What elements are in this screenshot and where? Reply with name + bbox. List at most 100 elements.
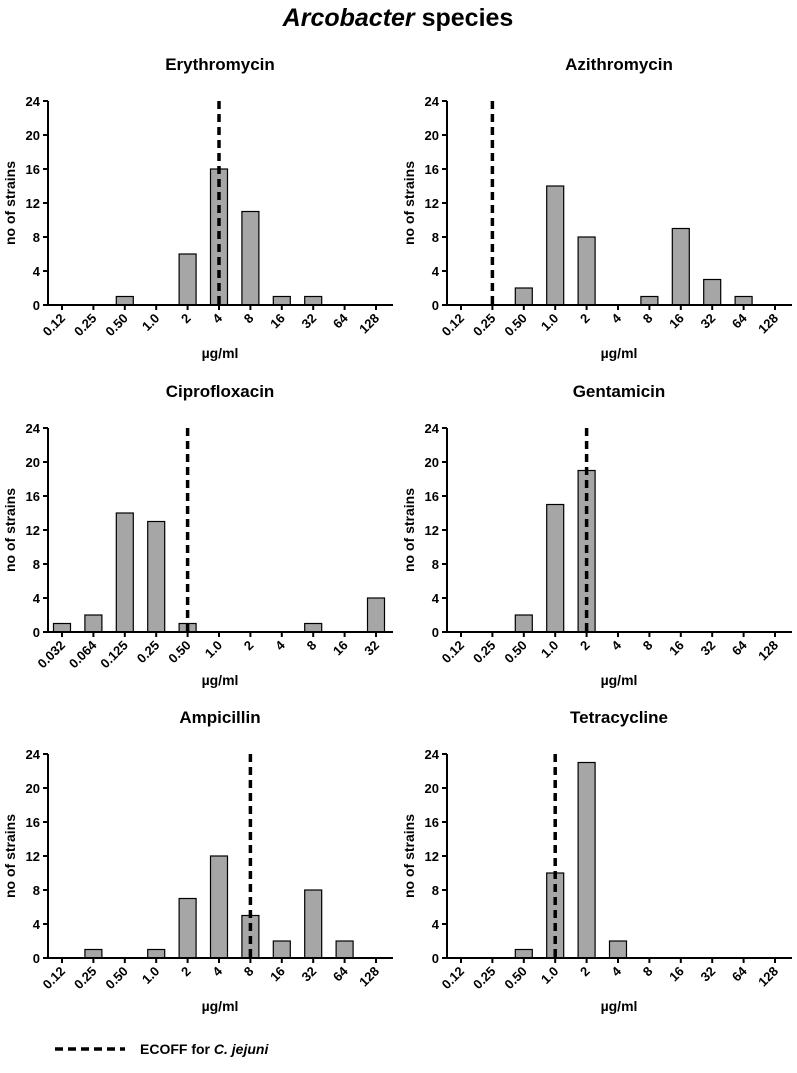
bar-64 (734, 295, 753, 306)
x-tick-label: 64 (729, 637, 750, 658)
y-tick-label: 12 (26, 849, 40, 864)
chart-title: Tetracycline (570, 708, 668, 727)
bar-1.0 (147, 948, 166, 959)
bar-2 (577, 236, 596, 306)
x-tick-label: 0.25 (470, 964, 499, 993)
y-tick-label: 0 (33, 951, 40, 966)
bar-1.0 (546, 503, 565, 633)
bar-0.25 (147, 520, 166, 633)
bar-2 (577, 761, 596, 959)
y-tick-label: 16 (425, 815, 439, 830)
chart-title: Ciprofloxacin (166, 382, 275, 401)
x-tick-label: 8 (640, 311, 656, 327)
x-axis-label: µg/ml (601, 998, 638, 1014)
y-tick-label: 24 (26, 421, 41, 436)
x-tick-label: 1.0 (538, 964, 561, 987)
x-tick-label: 64 (330, 963, 351, 984)
x-tick-label: 0.12 (439, 964, 468, 993)
legend-prefix: ECOFF for (140, 1041, 214, 1057)
y-tick-label: 24 (26, 94, 41, 109)
x-tick-label: 0.25 (470, 638, 499, 667)
x-tick-label: 0.12 (40, 964, 69, 993)
bar-0.50 (514, 614, 533, 633)
y-tick-label: 16 (425, 162, 439, 177)
bar-4 (209, 855, 229, 959)
bar-0.064 (84, 614, 103, 633)
x-tick-label: 1.0 (538, 311, 561, 334)
bar-32 (366, 597, 386, 633)
x-tick-label: 8 (241, 311, 257, 327)
x-tick-label: 128 (755, 311, 781, 337)
bar-64 (335, 940, 354, 959)
x-tick-label: 4 (608, 963, 624, 979)
x-tick-label: 64 (729, 310, 750, 331)
y-tick-label: 4 (33, 264, 41, 279)
x-tick-label: 1.0 (139, 964, 162, 987)
y-tick-label: 8 (432, 557, 439, 572)
x-tick-label: 0.50 (102, 964, 131, 993)
bar-8 (241, 210, 260, 306)
bar-1.0 (546, 185, 565, 306)
y-tick-label: 12 (26, 523, 40, 538)
x-tick-label: 16 (267, 311, 288, 332)
x-tick-label: 2 (178, 311, 194, 327)
bar-2 (178, 253, 197, 306)
x-tick-label: 8 (304, 638, 320, 654)
y-tick-label: 0 (432, 951, 439, 966)
x-tick-label: 128 (755, 638, 781, 664)
x-tick-label: 128 (356, 311, 382, 337)
main-title: Arcobacter species (282, 4, 514, 32)
bar-32 (703, 278, 722, 306)
y-axis-label: no of strains (2, 488, 18, 572)
x-tick-label: 32 (697, 964, 718, 985)
y-tick-label: 16 (26, 489, 40, 504)
x-tick-label: 0.12 (439, 311, 468, 340)
y-tick-label: 8 (432, 883, 439, 898)
y-tick-label: 4 (33, 591, 41, 606)
y-tick-label: 16 (26, 815, 40, 830)
x-tick-label: 16 (666, 638, 687, 659)
x-axis-label: µg/ml (601, 345, 638, 361)
y-tick-label: 4 (33, 917, 41, 932)
y-tick-label: 8 (33, 883, 40, 898)
y-tick-label: 20 (425, 781, 439, 796)
x-tick-label: 0.50 (501, 311, 530, 340)
x-tick-label: 2 (577, 311, 593, 327)
x-tick-label: 32 (697, 638, 718, 659)
y-tick-label: 4 (432, 591, 440, 606)
y-tick-label: 4 (432, 264, 440, 279)
x-tick-label: 2 (577, 638, 593, 654)
x-tick-label: 4 (272, 637, 288, 653)
main-title-italic: Arcobacter (282, 4, 416, 32)
bar-0.50 (115, 295, 134, 306)
chart-title: Ampicillin (179, 708, 260, 727)
x-tick-label: 0.125 (97, 638, 131, 672)
bar-0.50 (514, 287, 533, 306)
bar-32 (304, 295, 323, 306)
x-tick-label: 4 (209, 963, 225, 979)
y-tick-label: 12 (26, 196, 40, 211)
x-tick-label: 1.0 (202, 638, 225, 661)
y-tick-label: 16 (26, 162, 40, 177)
x-tick-label: 128 (755, 964, 781, 990)
y-tick-label: 0 (432, 625, 439, 640)
y-axis-label: no of strains (401, 488, 417, 572)
x-tick-label: 2 (577, 964, 593, 980)
bar-16 (671, 227, 690, 306)
bar-0.25 (84, 948, 103, 959)
y-tick-label: 20 (425, 128, 439, 143)
x-tick-label: 0.50 (165, 638, 194, 667)
x-tick-label: 16 (267, 964, 288, 985)
x-tick-label: 0.25 (71, 311, 100, 340)
x-tick-label: 32 (298, 964, 319, 985)
x-tick-label: 32 (697, 311, 718, 332)
x-tick-label: 64 (729, 963, 750, 984)
y-tick-label: 24 (425, 421, 440, 436)
chart-title: Azithromycin (565, 55, 673, 74)
x-tick-label: 0.064 (66, 637, 100, 671)
